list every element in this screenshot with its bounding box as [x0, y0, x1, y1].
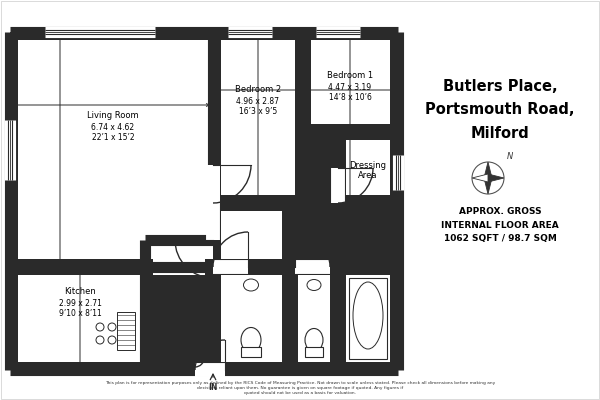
Polygon shape	[484, 178, 492, 194]
Text: IN: IN	[208, 383, 218, 392]
Bar	[18, 40, 213, 259]
Bar	[153, 232, 205, 275]
Text: 16’3 x 9’5: 16’3 x 9’5	[239, 108, 277, 116]
Bar	[349, 278, 387, 359]
Text: Butlers Place,
Portsmouth Road,
Milford: Butlers Place, Portsmouth Road, Milford	[425, 79, 575, 141]
Text: Living Room: Living Room	[87, 110, 139, 120]
Bar	[10, 32, 398, 370]
Bar	[241, 347, 261, 357]
Polygon shape	[472, 174, 488, 182]
Text: 4.47 x 3.19: 4.47 x 3.19	[328, 82, 371, 92]
Text: 9’10 x 8’11: 9’10 x 8’11	[59, 308, 101, 318]
Bar	[346, 140, 390, 195]
Bar	[311, 40, 390, 124]
Ellipse shape	[353, 282, 383, 349]
Bar	[117, 312, 135, 350]
Bar	[221, 275, 282, 362]
Text: Kitchen: Kitchen	[64, 288, 96, 296]
Ellipse shape	[305, 328, 323, 352]
Text: T: T	[193, 355, 197, 361]
Text: Bedroom 2: Bedroom 2	[235, 86, 281, 94]
Text: 14’8 x 10’6: 14’8 x 10’6	[329, 92, 371, 102]
Bar	[221, 40, 295, 195]
Text: 4.96 x 2.87: 4.96 x 2.87	[236, 98, 280, 106]
Bar	[18, 275, 145, 362]
Text: This plan is for representation purposes only as defined by the RICS Code of Mea: This plan is for representation purposes…	[105, 381, 495, 395]
Bar	[305, 347, 323, 357]
Text: Dressing: Dressing	[349, 160, 386, 170]
Text: Bedroom 1: Bedroom 1	[327, 70, 373, 80]
Ellipse shape	[307, 280, 321, 290]
Text: 22’1 x 15’2: 22’1 x 15’2	[92, 134, 134, 142]
Bar	[298, 275, 330, 362]
Bar	[346, 275, 390, 362]
Text: N: N	[507, 152, 513, 161]
Ellipse shape	[244, 279, 259, 291]
Polygon shape	[484, 162, 492, 178]
Text: 6.74 x 4.62: 6.74 x 4.62	[91, 124, 134, 132]
Text: Area: Area	[358, 172, 378, 180]
Text: APPROX. GROSS
INTERNAL FLOOR AREA
1062 SQFT / 98.7 SQM: APPROX. GROSS INTERNAL FLOOR AREA 1062 S…	[441, 207, 559, 243]
Bar	[221, 211, 282, 259]
Text: 2.99 x 2.71: 2.99 x 2.71	[59, 298, 101, 308]
Ellipse shape	[241, 328, 261, 352]
Polygon shape	[488, 174, 504, 182]
